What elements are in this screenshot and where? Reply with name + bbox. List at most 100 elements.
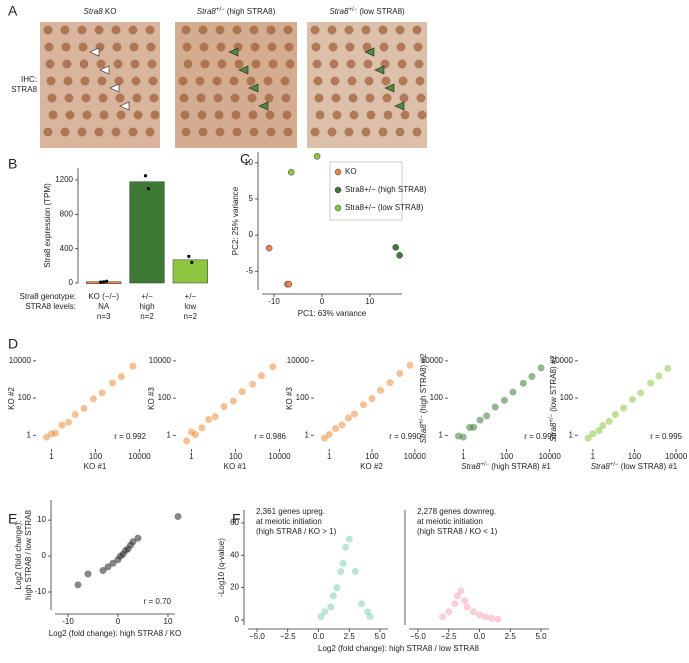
point (599, 422, 607, 430)
y-tick-label: 10000 (551, 356, 574, 365)
x-tick-label: 0 (320, 297, 325, 306)
nucleus (60, 25, 70, 35)
nucleus (398, 76, 408, 86)
point (134, 534, 142, 542)
nucleus (112, 42, 122, 52)
label-gene: Stra8 (591, 462, 611, 471)
y-tick-label: 800 (60, 209, 74, 218)
nucleus (113, 59, 123, 69)
nucleus (214, 110, 224, 120)
label-gene: Stra8 (84, 7, 104, 16)
y-tick-label: 100 (430, 393, 444, 402)
panel-letter: A (8, 3, 18, 19)
r-annotation: r = 0.990 (389, 432, 421, 441)
y-tick-label: 5 (249, 194, 254, 203)
x-axis-title: PC1: 63% variance (298, 309, 367, 318)
r-annotation: r = 0.995 (650, 432, 682, 441)
nucleus (180, 110, 190, 120)
nucleus (366, 110, 376, 120)
x-tick-label: 0.0 (474, 632, 486, 641)
y-axis-title: KO #3 (285, 387, 294, 410)
nucleus (116, 110, 126, 120)
y-axis-title: Stra8+/− (high STRA8) #2 (419, 353, 429, 443)
point (386, 379, 394, 387)
nucleus (310, 25, 320, 35)
replicate-point (187, 254, 191, 258)
nucleus (98, 93, 108, 103)
nucleus (146, 42, 156, 52)
nucleus (349, 110, 359, 120)
nucleus (311, 42, 321, 52)
point (445, 608, 453, 616)
replicate-point (146, 186, 151, 191)
point (628, 395, 636, 403)
label-sup: +/− (549, 413, 555, 422)
x-axis-title: Log2 (fold change): high STRA8 / low STR… (318, 644, 480, 653)
point (229, 397, 237, 405)
nucleus (63, 76, 73, 86)
arrowhead (228, 47, 239, 57)
nucleus (182, 42, 192, 52)
point (183, 437, 191, 445)
point (129, 538, 137, 546)
x-tick-label: 100 (628, 452, 642, 461)
image-title: Stra8+/− (low STRA8) (329, 7, 405, 17)
y-tick-label: 20 (230, 583, 239, 592)
x-tick-label: 100 (500, 452, 514, 461)
label-sup: +/− (419, 415, 425, 424)
x-tick-label: 5.0 (374, 632, 386, 641)
nucleus (344, 127, 354, 137)
panel-letter: B (8, 156, 17, 172)
y-tick-label: 10 (244, 158, 253, 167)
point (84, 570, 92, 578)
nucleus (266, 25, 276, 35)
nucleus (232, 127, 242, 137)
point (655, 372, 663, 380)
point (453, 592, 461, 600)
label-gene: Stra8 (419, 424, 428, 444)
nucleus (61, 42, 71, 52)
label-gene: Stra8 (461, 462, 481, 471)
y-axis-title: PC2: 25% variance (231, 186, 240, 255)
x-tick-label: -10 (62, 617, 74, 626)
nucleus (212, 76, 222, 86)
point (98, 389, 106, 397)
nucleus (45, 59, 55, 69)
nucleus (199, 42, 209, 52)
point (99, 566, 107, 574)
point (317, 613, 325, 621)
point (329, 592, 337, 600)
nucleus (265, 110, 275, 120)
arrowhead (89, 47, 100, 57)
nucleus (65, 110, 75, 120)
level-label: low (184, 302, 196, 311)
point (611, 411, 619, 419)
arrowhead (394, 101, 405, 111)
nucleus (196, 93, 206, 103)
y-tick-label: 60 (230, 518, 239, 527)
nucleus (111, 25, 121, 35)
point (459, 433, 467, 441)
genotype-label: +/− (141, 292, 153, 301)
label-sup: +/− (480, 462, 489, 468)
point (129, 362, 137, 370)
x-tick-label: 10 (365, 297, 374, 306)
point (71, 411, 79, 419)
nucleus (363, 59, 373, 69)
point (483, 412, 491, 420)
annotation: (high STRA8 / KO < 1) (417, 527, 498, 536)
nucleus (310, 127, 320, 137)
point (342, 543, 350, 551)
x-tick-label: 2.5 (505, 632, 517, 641)
nucleus (148, 76, 158, 86)
point (198, 424, 206, 432)
point (637, 389, 645, 397)
n-label: n=2 (140, 312, 154, 321)
y-tick-label: 10000 (421, 356, 444, 365)
replicate-point (143, 174, 148, 178)
point (359, 401, 367, 409)
x-axis-title: KO #1 (224, 462, 247, 471)
genotype-label: +/− (185, 292, 197, 301)
point (509, 388, 517, 396)
nucleus (198, 127, 208, 137)
